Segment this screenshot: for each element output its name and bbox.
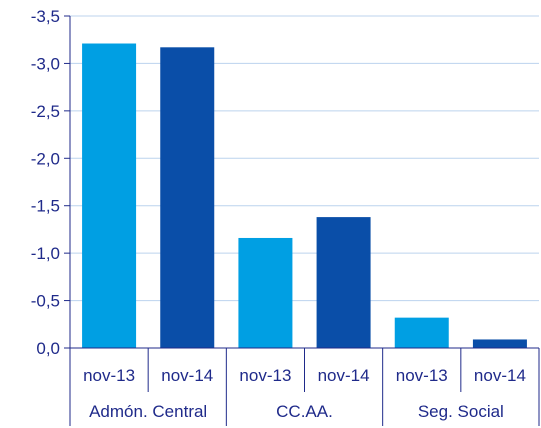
y-tick-label: -0,5	[31, 292, 60, 311]
bar	[316, 217, 371, 348]
y-tick-label: -2,5	[31, 102, 60, 121]
x-group-label: Admón. Central	[89, 402, 207, 421]
bars	[82, 43, 527, 348]
x-category-label: nov-14	[474, 366, 526, 385]
x-category-label: nov-13	[83, 366, 135, 385]
y-tick-label: 0,0	[36, 339, 60, 358]
y-tick-label: -3,5	[31, 7, 60, 26]
x-category-label: nov-13	[239, 366, 291, 385]
x-category-labels: nov-13 nov-14 nov-13 nov-14 nov-13 nov-14	[83, 366, 526, 385]
x-category-label: nov-14	[318, 366, 370, 385]
x-group-labels: Admón. Central CC.AA. Seg. Social	[89, 402, 504, 421]
bar	[82, 43, 137, 348]
x-group-label: CC.AA.	[276, 402, 333, 421]
y-tick-label: -1,0	[31, 244, 60, 263]
x-category-label: nov-14	[161, 366, 213, 385]
bar	[160, 47, 215, 348]
bar	[472, 339, 527, 348]
x-category-label: nov-13	[396, 366, 448, 385]
y-tick-label: -3,0	[31, 54, 60, 73]
gridlines	[70, 15, 539, 302]
y-tick-labels: 0,0 -0,5 -1,0 -1,5 -2,0 -2,5 -3,0 -3,5	[31, 7, 60, 358]
bar	[394, 317, 449, 348]
y-tick-label: -2,0	[31, 149, 60, 168]
x-group-label: Seg. Social	[418, 402, 504, 421]
y-tick-label: -1,5	[31, 197, 60, 216]
axes	[64, 15, 540, 426]
bar	[238, 237, 293, 348]
